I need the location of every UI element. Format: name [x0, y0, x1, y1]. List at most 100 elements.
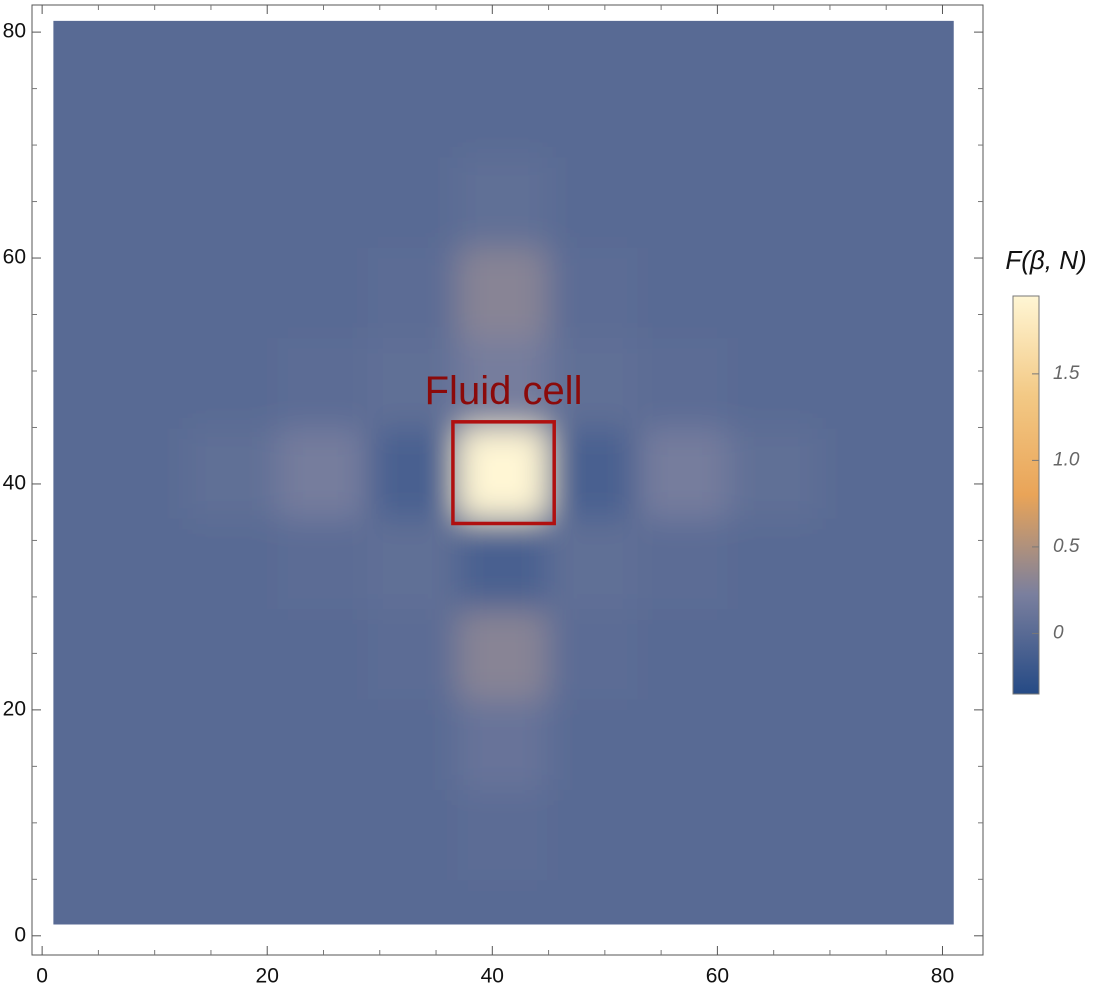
- heat-cell: [727, 155, 820, 248]
- heat-cell: [367, 607, 460, 700]
- plot-frame: [31, 4, 984, 956]
- heat-cell: [637, 697, 730, 790]
- heat-cell: [907, 336, 954, 429]
- heat-cell: [367, 426, 460, 519]
- heat-cell: [727, 64, 820, 158]
- heat-cell: [637, 516, 730, 610]
- y-tick-label: 40: [3, 472, 26, 495]
- heat-cell: [277, 155, 370, 248]
- colorbar: [1012, 295, 1040, 695]
- heat-cell: [457, 20, 550, 67]
- x-tick-label: 60: [706, 965, 729, 988]
- heat-cell: [817, 607, 910, 700]
- heat-cell: [457, 245, 550, 339]
- heat-cell: [187, 426, 280, 519]
- heat-cell: [637, 20, 730, 67]
- heat-cell: [187, 155, 280, 248]
- heat-cell: [817, 155, 910, 248]
- heat-cell: [97, 787, 190, 881]
- heat-cell: [547, 20, 640, 67]
- heat-cell: [907, 426, 954, 519]
- x-tick-label: 80: [931, 965, 954, 988]
- heat-cell: [457, 426, 550, 519]
- x-tick-label: 40: [481, 965, 504, 988]
- heat-cell: [547, 426, 640, 519]
- heat-cell: [637, 336, 730, 429]
- heat-cell: [97, 155, 190, 248]
- colorbar-title: F(β, N): [1005, 245, 1086, 275]
- heat-cell: [97, 20, 190, 67]
- heat-cell: [457, 607, 550, 700]
- heat-cell: [637, 155, 730, 248]
- heat-cell: [727, 426, 820, 519]
- colorbar-tick-label: 1.5: [1053, 363, 1080, 384]
- heat-cell: [97, 878, 190, 925]
- heat-cell: [817, 336, 910, 429]
- x-tick-label: 0: [36, 965, 48, 988]
- heat-cell: [97, 245, 190, 339]
- heat-cell: [97, 516, 190, 610]
- heat-cell: [457, 155, 550, 248]
- heat-cell: [907, 20, 954, 67]
- heat-cell: [817, 64, 910, 158]
- heat-cell: [637, 426, 730, 519]
- heat-cell: [727, 878, 820, 925]
- heat-cell: [907, 878, 954, 925]
- heat-cell: [547, 697, 640, 790]
- heat-cell: [97, 336, 190, 429]
- heat-cell: [277, 787, 370, 881]
- heat-cell: [727, 697, 820, 790]
- heat-cell: [187, 607, 280, 700]
- heat-cell: [53, 787, 100, 881]
- heat-cell: [277, 426, 370, 519]
- heat-cell: [907, 64, 954, 158]
- heat-cell: [817, 878, 910, 925]
- heat-cell: [367, 336, 460, 429]
- heat-cell: [367, 155, 460, 248]
- heat-cell: [53, 64, 100, 158]
- heat-cell: [53, 697, 100, 790]
- heat-cell: [277, 64, 370, 158]
- heat-cell: [187, 336, 280, 429]
- heat-cell: [53, 878, 100, 925]
- colorbar-tick-label: 1.0: [1053, 449, 1080, 470]
- heat-cell: [547, 787, 640, 881]
- heat-cell: [727, 245, 820, 339]
- heat-cell: [457, 64, 550, 158]
- heat-cell: [457, 336, 550, 429]
- heat-cell: [817, 20, 910, 67]
- heat-cell: [457, 878, 550, 925]
- heat-cell: [277, 245, 370, 339]
- heat-cell: [547, 878, 640, 925]
- heat-cell: [277, 697, 370, 790]
- heat-cell: [97, 697, 190, 790]
- y-tick-label: 80: [3, 20, 26, 43]
- heat-cell: [457, 787, 550, 881]
- heat-cell: [277, 336, 370, 429]
- heat-cell: [637, 64, 730, 158]
- heat-cell: [817, 697, 910, 790]
- heat-cell: [53, 20, 100, 67]
- heat-cell: [53, 607, 100, 700]
- heat-cell: [187, 697, 280, 790]
- heatmap: [53, 20, 954, 925]
- heat-cell: [277, 607, 370, 700]
- heat-cell: [187, 64, 280, 158]
- y-tick-label: 20: [3, 697, 26, 720]
- heat-cell: [907, 787, 954, 881]
- heat-cell: [637, 607, 730, 700]
- heat-cell: [907, 516, 954, 610]
- heat-cell: [53, 426, 100, 519]
- y-tick-label: 0: [14, 923, 26, 946]
- heat-cell: [277, 878, 370, 925]
- heat-cell: [907, 245, 954, 339]
- heat-cell: [907, 697, 954, 790]
- heat-cell: [187, 516, 280, 610]
- heat-cell: [727, 787, 820, 881]
- heat-cell: [53, 245, 100, 339]
- heat-cell: [457, 697, 550, 790]
- heat-cell: [547, 336, 640, 429]
- heat-cell: [547, 155, 640, 248]
- heat-cell: [547, 64, 640, 158]
